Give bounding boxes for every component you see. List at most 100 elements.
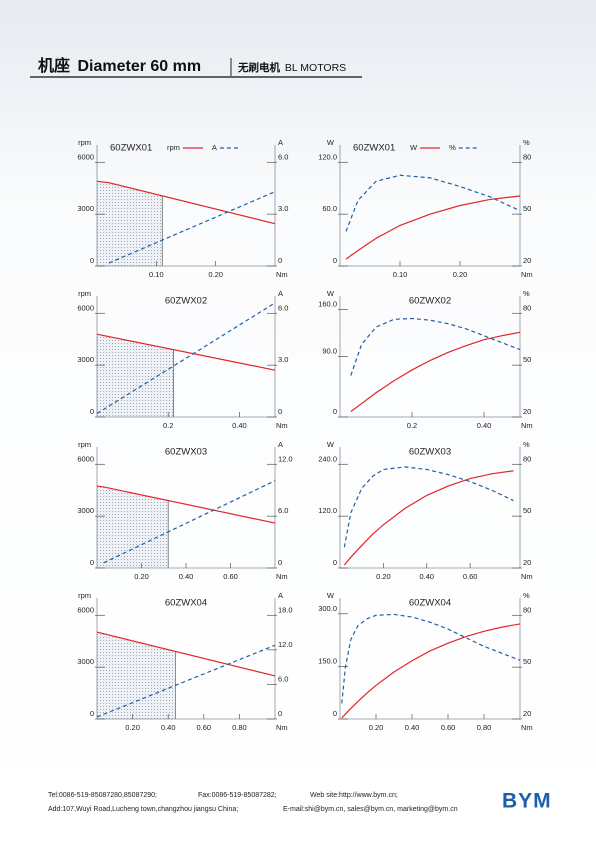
series-line bbox=[345, 174, 521, 232]
y-tick-label: 0 bbox=[333, 558, 337, 567]
series-line bbox=[96, 180, 276, 225]
shaded-area bbox=[97, 334, 174, 417]
y2-tick-label: 6.0 bbox=[278, 303, 288, 312]
x-tick-label: 0.40 bbox=[477, 421, 492, 430]
y2-axis-label: % bbox=[523, 289, 530, 298]
y2-tick-label: 50 bbox=[523, 657, 531, 666]
x-tick-label: 0.2 bbox=[163, 421, 173, 430]
y2-tick-label: 0 bbox=[278, 558, 282, 567]
y2-tick-label: 20 bbox=[523, 558, 531, 567]
y2-tick-label: 50 bbox=[523, 355, 531, 364]
x-axis-label: Nm bbox=[276, 421, 288, 430]
y-tick-label: 90.0 bbox=[322, 346, 337, 355]
y-tick-label: 3000 bbox=[77, 506, 94, 515]
y-tick-label: 60.0 bbox=[322, 204, 337, 213]
header-title-en: Diameter 60 mm bbox=[77, 58, 201, 75]
shaded-area bbox=[97, 181, 163, 266]
y-tick-label: 6000 bbox=[77, 152, 94, 161]
footer-address: Add:107,Wuyi Road,Lucheng town,changzhou… bbox=[48, 806, 238, 813]
y2-tick-label: 12.0 bbox=[278, 454, 293, 463]
y-axis-label: rpm bbox=[78, 591, 91, 600]
y2-tick-label: 3.0 bbox=[278, 204, 288, 213]
series-line bbox=[350, 331, 521, 413]
x-axis-label: Nm bbox=[521, 572, 533, 581]
y2-tick-label: 6.0 bbox=[278, 674, 288, 683]
y-axis-label: W bbox=[327, 440, 335, 449]
y-tick-label: 6000 bbox=[77, 605, 94, 614]
chart-title: 60ZWX04 bbox=[409, 598, 451, 609]
x-tick-label: 0.40 bbox=[179, 572, 194, 581]
y2-tick-label: 20 bbox=[523, 407, 531, 416]
y-tick-label: 3000 bbox=[77, 657, 94, 666]
y2-tick-label: 50 bbox=[523, 204, 531, 213]
x-tick-label: 0.40 bbox=[419, 572, 434, 581]
y-tick-label: 6000 bbox=[77, 303, 94, 312]
y2-axis-label: A bbox=[278, 591, 283, 600]
series-line bbox=[108, 191, 276, 264]
y-axis-label: rpm bbox=[78, 440, 91, 449]
x-tick-label: 0.40 bbox=[405, 723, 420, 732]
y-axis-label: W bbox=[327, 591, 335, 600]
series-line bbox=[341, 623, 521, 719]
footer-email: E-mail:shi@bym.cn, sales@bym.cn, marketi… bbox=[283, 806, 458, 813]
y2-tick-label: 80 bbox=[523, 454, 531, 463]
y-tick-label: 0 bbox=[90, 709, 94, 718]
y2-tick-label: 0 bbox=[278, 407, 282, 416]
y2-tick-label: 80 bbox=[523, 303, 531, 312]
y-axis-label: W bbox=[327, 289, 335, 298]
y2-axis-label: A bbox=[278, 138, 283, 147]
y-tick-label: 6000 bbox=[77, 454, 94, 463]
shaded-area bbox=[97, 632, 176, 719]
y2-axis-label: A bbox=[278, 289, 283, 298]
x-tick-label: 0.2 bbox=[407, 421, 417, 430]
y-tick-label: 0 bbox=[90, 407, 94, 416]
y-tick-label: 150.0 bbox=[318, 656, 337, 665]
y-tick-label: 300.0 bbox=[318, 604, 337, 613]
chart-title: 60ZWX02 bbox=[165, 296, 207, 307]
x-axis-label: Nm bbox=[521, 723, 533, 732]
y2-axis-label: A bbox=[278, 440, 283, 449]
footer-tel: Tel:0086-519-85087280,85087290; bbox=[48, 792, 157, 799]
x-tick-label: 0.20 bbox=[453, 270, 468, 279]
y-axis-label: W bbox=[327, 138, 335, 147]
x-tick-label: 0.40 bbox=[232, 421, 247, 430]
header-subtitle-en: BL MOTORS bbox=[285, 62, 346, 74]
series-line bbox=[103, 480, 276, 564]
x-tick-label: 0.60 bbox=[441, 723, 456, 732]
x-tick-label: 0.60 bbox=[196, 723, 211, 732]
y-tick-label: 160.0 bbox=[318, 299, 337, 308]
series-line bbox=[343, 470, 514, 566]
y-tick-label: 3000 bbox=[77, 204, 94, 213]
y-tick-label: 3000 bbox=[77, 355, 94, 364]
y-tick-label: 0 bbox=[333, 256, 337, 265]
y2-tick-label: 6.0 bbox=[278, 506, 288, 515]
y-tick-label: 240.0 bbox=[318, 454, 337, 463]
x-tick-label: 0.80 bbox=[232, 723, 247, 732]
x-axis-label: Nm bbox=[521, 421, 533, 430]
header-subtitle: 无刷电机 BL MOTORS bbox=[237, 61, 346, 74]
y2-tick-label: 20 bbox=[523, 709, 531, 718]
x-tick-label: 0.60 bbox=[463, 572, 478, 581]
y-tick-label: 120.0 bbox=[318, 506, 337, 515]
chart-title: 60ZWX01 bbox=[110, 143, 152, 154]
legend-label: rpm bbox=[167, 143, 180, 152]
x-tick-label: 0.20 bbox=[369, 723, 384, 732]
x-tick-label: 0.20 bbox=[125, 723, 140, 732]
series-line bbox=[96, 485, 276, 524]
x-tick-label: 0.20 bbox=[134, 572, 149, 581]
header-subtitle-cn: 无刷电机 bbox=[237, 61, 280, 74]
x-tick-label: 0.10 bbox=[393, 270, 408, 279]
x-axis-label: Nm bbox=[521, 270, 533, 279]
chart-title: 60ZWX03 bbox=[409, 447, 451, 458]
header-title: 机座 Diameter 60 mm bbox=[38, 56, 201, 75]
x-axis-label: Nm bbox=[276, 723, 288, 732]
header-title-cn: 机座 bbox=[38, 56, 70, 75]
y-tick-label: 0 bbox=[90, 558, 94, 567]
y-tick-label: 0 bbox=[333, 709, 337, 718]
x-axis-label: Nm bbox=[276, 572, 288, 581]
y2-tick-label: 3.0 bbox=[278, 355, 288, 364]
y2-axis-label: % bbox=[523, 591, 530, 600]
